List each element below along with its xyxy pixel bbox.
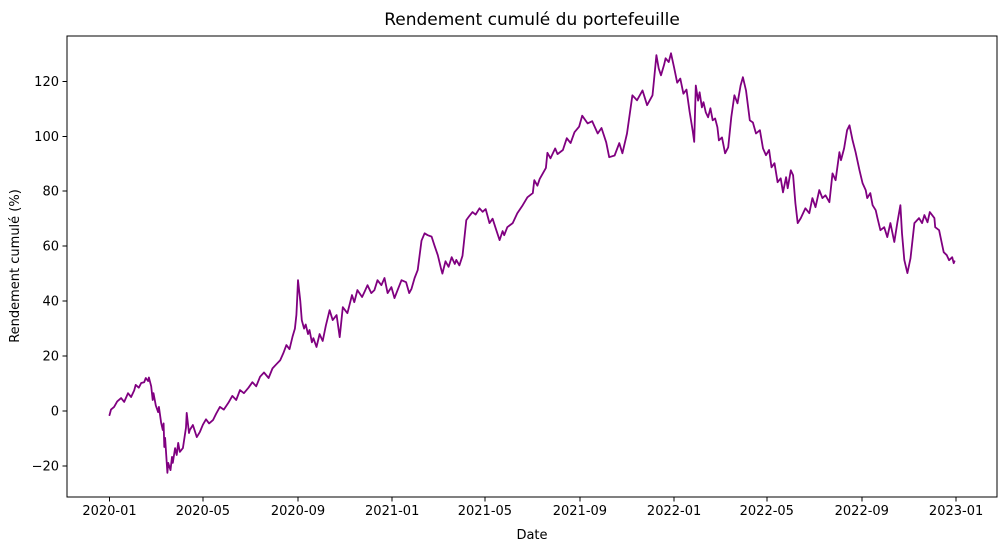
x-axis-label: Date [516, 528, 547, 543]
x-tick-label: 2020-01 [82, 504, 136, 519]
x-tick-label: 2022-01 [647, 504, 701, 519]
y-tick-label: 20 [42, 350, 59, 365]
x-tick-label: 2021-01 [365, 504, 419, 519]
y-tick-label: 100 [34, 130, 59, 145]
plot-border [66, 35, 998, 498]
x-tick-label: 2023-01 [929, 504, 983, 519]
y-tick-label: 40 [42, 295, 59, 310]
cumulative-return-line [108, 52, 956, 474]
y-tick-label: 120 [34, 75, 59, 90]
x-tick-label: 2022-09 [835, 504, 889, 519]
x-tick-label: 2021-05 [458, 504, 512, 519]
y-tick-label: 60 [42, 240, 59, 255]
y-tick-label: −20 [32, 460, 59, 475]
x-tick-label: 2022-05 [740, 504, 794, 519]
x-tick-label: 2020-05 [176, 504, 230, 519]
y-tick-label: 0 [51, 405, 59, 420]
x-tick-label: 2021-09 [553, 504, 607, 519]
axes: 2020-01 2020-05 2020-09 2021-01 2021-05 2021-… [32, 35, 998, 519]
x-tick-label: 2020-09 [271, 504, 325, 519]
y-axis-label: Rendement cumulé (%) [8, 189, 23, 343]
y-tick-label: 80 [42, 185, 59, 200]
chart-title: Rendement cumulé du portefeuille [384, 10, 680, 30]
